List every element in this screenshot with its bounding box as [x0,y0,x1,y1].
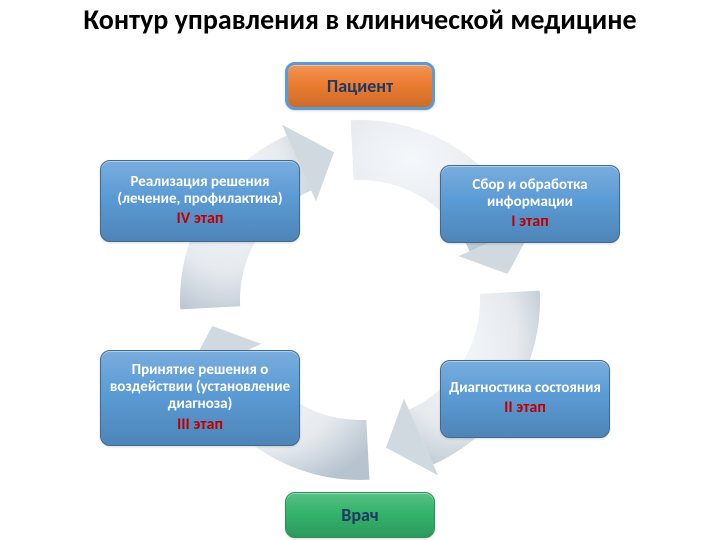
node-doctor-label: Врач [341,505,378,526]
node-stage2-stage: II этап [504,399,546,417]
node-stage2-label: Диагностика состояния [449,380,601,397]
node-patient-label: Пациент [327,76,393,97]
page-title: Контур управления в клинической медицине [0,4,720,36]
node-stage1: Сбор и обработка информацииI этап [440,165,620,243]
node-patient: Пациент [285,62,435,110]
cycle-diagram: Пациент Сбор и обработка информацииI этап… [110,60,610,540]
node-stage4-label: Реализация решения (лечение, профилактик… [107,174,293,209]
node-stage3-stage: III этап [177,416,223,434]
node-stage4-stage: IV этап [177,210,224,228]
node-stage3: Принятие решения о воздействии (установл… [100,350,300,446]
node-stage4: Реализация решения (лечение, профилактик… [100,160,300,242]
node-stage2: Диагностика состояния II этап [440,360,610,438]
node-doctor: Врач [285,492,435,538]
node-stage1-stage: I этап [511,213,548,231]
node-stage3-label: Принятие решения о воздействии (установл… [107,362,293,414]
node-stage1-label: Сбор и обработка информации [447,177,613,212]
